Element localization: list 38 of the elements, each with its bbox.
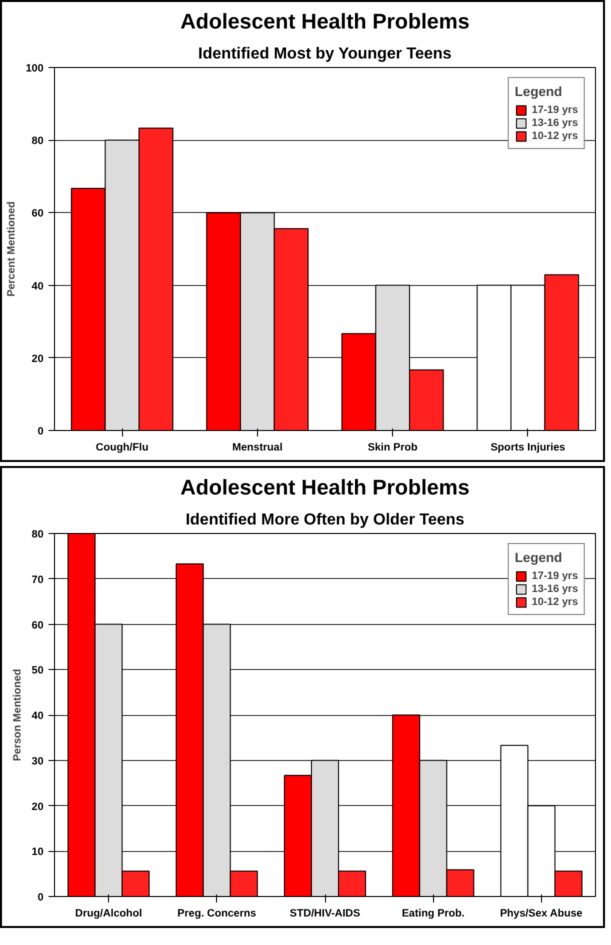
legend-title: Legend — [514, 84, 564, 99]
y-tick-label: 60 — [32, 208, 44, 220]
y-tick-label: 20 — [32, 352, 44, 365]
x-tick-label: STD/HIV-AIDS — [290, 908, 360, 920]
chart-subtitle: Identified More Often by Older Teens — [186, 512, 465, 528]
y-tick-label: 20 — [32, 800, 44, 813]
chart-title: Adolescent Health Problems — [180, 10, 470, 34]
y-tick-label: 60 — [32, 619, 44, 632]
y-tick-label: 100 — [26, 62, 44, 74]
legend-title: Legend — [514, 550, 564, 565]
y-tick-label: 80 — [32, 528, 44, 540]
y-tick-label: 40 — [32, 710, 44, 722]
y-tick-label: 30 — [32, 755, 44, 768]
x-tick-label: Cough/Flu — [96, 442, 148, 454]
x-tick-label: Drug/Alcohol — [75, 908, 142, 920]
chart-title: Adolescent Health Problems — [180, 476, 470, 500]
y-axis-title: Percent Mentioned — [6, 201, 18, 297]
y-tick-label: 0 — [38, 426, 44, 438]
legend-label: 17-19 yrs — [532, 570, 578, 582]
y-axis-title: Person Mentioned — [12, 668, 24, 762]
legend-label: 13-16 yrs — [532, 583, 578, 595]
y-tick-label: 10 — [32, 846, 44, 858]
y-tick-label: 80 — [32, 135, 44, 148]
x-tick-label: Menstrual — [232, 442, 283, 454]
x-tick-label: Eating Prob. — [402, 908, 465, 920]
legend-label: 10-12 yrs — [532, 130, 578, 142]
chart-subtitle: Identified Most by Younger Teens — [198, 46, 452, 62]
x-tick-label: Sports Injuries — [490, 442, 566, 454]
x-tick-label: Phys/Sex Abuse — [500, 908, 583, 920]
legend-label: 17-19 yrs — [532, 104, 578, 116]
y-tick-label: 0 — [38, 892, 44, 904]
legend-label: 13-16 yrs — [532, 117, 578, 129]
y-tick-label: 50 — [32, 664, 44, 677]
legend-label: 10-12 yrs — [532, 596, 578, 608]
y-tick-label: 40 — [32, 280, 44, 292]
y-tick-label: 70 — [32, 574, 44, 586]
x-tick-label: Preg. Concerns — [177, 908, 256, 920]
x-tick-label: Skin Prob — [368, 442, 418, 454]
